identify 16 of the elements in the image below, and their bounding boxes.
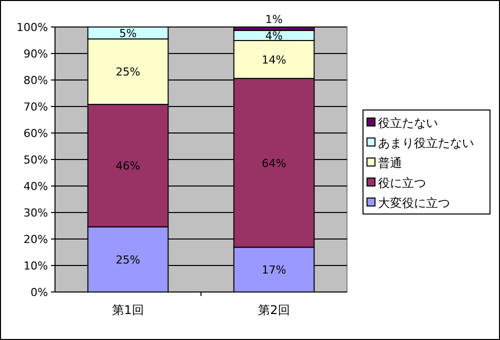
data-label: 64% (262, 156, 286, 170)
data-label: 46% (116, 160, 140, 173)
legend-label: 役に立つ (378, 176, 426, 190)
data-label: 14% (262, 53, 286, 66)
data-label: 25% (116, 66, 140, 79)
data-label: 4% (265, 29, 283, 42)
data-label: 5% (119, 26, 137, 40)
data-label: 1% (265, 13, 283, 26)
legend-label: 役立たない (378, 116, 438, 130)
x-tick-label: 第1回 (112, 303, 144, 317)
legend-label: 大変役に立つ (378, 196, 450, 210)
x-tick-label: 第2回 (258, 303, 290, 317)
legend-label: あまり役立たない (378, 136, 474, 150)
data-label: 17% (262, 264, 286, 277)
data-label: 25% (116, 253, 140, 266)
legend-label: 普通 (378, 156, 402, 170)
